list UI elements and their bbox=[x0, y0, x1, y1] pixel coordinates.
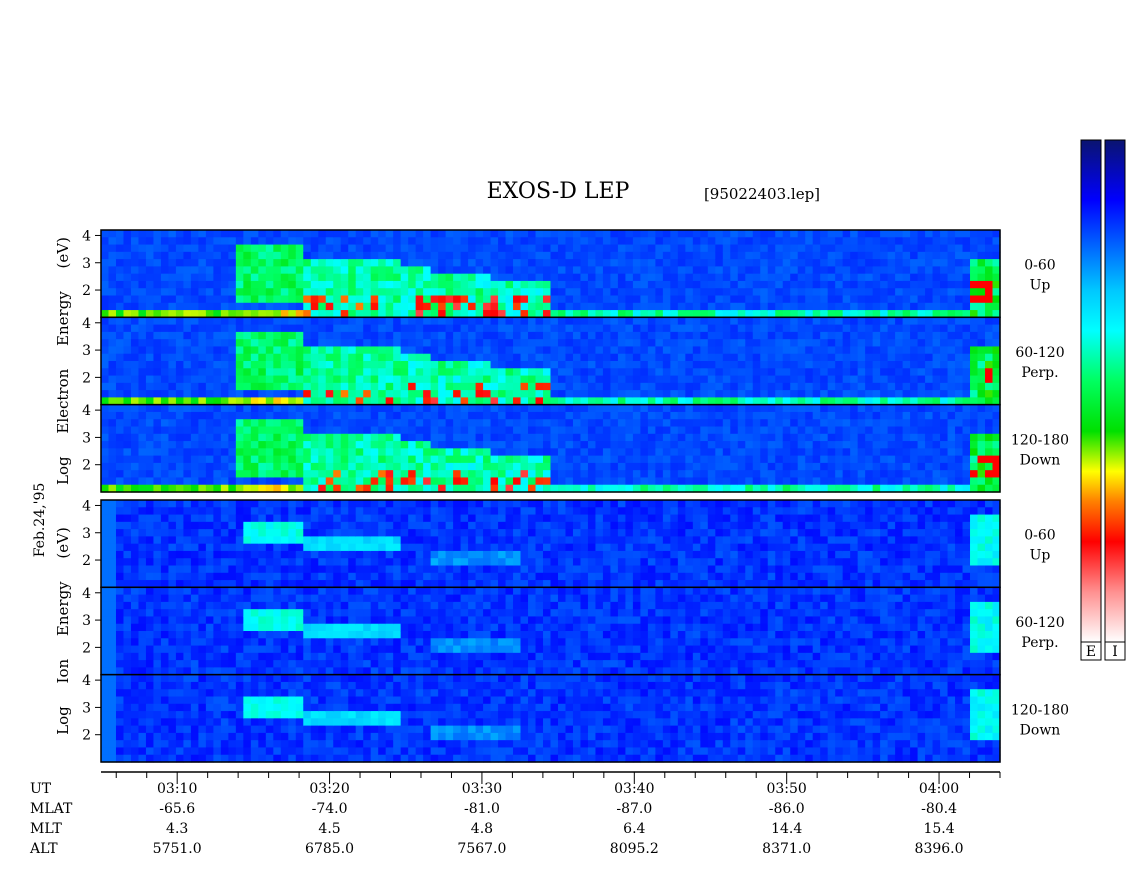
spectrogram-panel: 2 3 4 bbox=[82, 316, 1001, 406]
y-axis-labels: Log Electron Energy (eV) Log Ion Energy (… bbox=[54, 237, 72, 735]
panel-range-label: 120-180 bbox=[1011, 432, 1069, 448]
ephemeris-value: 8396.0 bbox=[915, 841, 964, 857]
y-tick-label: 4 bbox=[82, 228, 91, 244]
colorbar-i-label: I bbox=[1112, 644, 1118, 660]
ephemeris-value: 03:50 bbox=[766, 781, 806, 797]
ephemeris-value: 5751.0 bbox=[153, 841, 202, 857]
ephemeris-value: -80.4 bbox=[921, 801, 957, 817]
y-tick-label: 4 bbox=[82, 403, 91, 419]
y-tick-label: 3 bbox=[82, 430, 91, 446]
ephemeris-value: 8095.2 bbox=[610, 841, 659, 857]
panel-range-label: 0-60 bbox=[1024, 258, 1055, 274]
panel-range-label: 120-180 bbox=[1011, 702, 1069, 718]
ephemeris-value: 03:30 bbox=[462, 781, 502, 797]
ephemeris-value: 15.4 bbox=[923, 821, 954, 837]
chart-title: EXOS-D LEP bbox=[487, 179, 630, 204]
panel-frame bbox=[100, 403, 1001, 493]
ephemeris-value: 03:20 bbox=[309, 781, 349, 797]
ephemeris-row-label: MLAT bbox=[30, 801, 73, 817]
panels: 2 3 4 2 3 4 2 3 4 2 3 4 2 3 4 2 3 4 bbox=[82, 228, 1001, 763]
spectrogram-panel: 2 3 4 bbox=[82, 403, 1001, 493]
panel-angle-labels: 0-60 Up 60-120 Perp. 120-180 Down 0-60 Up 60-120… bbox=[1011, 258, 1069, 739]
ephemeris-value: 03:40 bbox=[614, 781, 654, 797]
colorbar-e-gradient bbox=[1080, 139, 1102, 643]
ephemeris-value: -86.0 bbox=[769, 801, 805, 817]
panel-range-label: 60-120 bbox=[1015, 615, 1064, 631]
y-tick-label: 3 bbox=[82, 613, 91, 629]
ephemeris-value: 4.8 bbox=[471, 821, 493, 837]
y-tick-label: 4 bbox=[82, 586, 91, 602]
spectrogram-panel: 2 3 4 bbox=[82, 228, 1001, 319]
ephemeris-row-label: MLT bbox=[30, 821, 62, 837]
ephemeris-value: 8371.0 bbox=[762, 841, 811, 857]
y-tick-label: 2 bbox=[82, 283, 91, 299]
y-tick-label: 2 bbox=[82, 458, 91, 474]
ephemeris-table: UT 03:10 03:20 03:30 03:40 03:50 04:00 MLAT -65.… bbox=[29, 781, 964, 857]
panel-direction-label: Down bbox=[1020, 452, 1061, 468]
ephemeris-value: 6.4 bbox=[623, 821, 645, 837]
group-axis-label: Log Electron Energy (eV) bbox=[54, 237, 72, 485]
ephemeris-value: -74.0 bbox=[312, 801, 348, 817]
ephemeris-value: -65.6 bbox=[159, 801, 195, 817]
x-axis bbox=[101, 771, 1001, 784]
panel-direction-label: Up bbox=[1030, 278, 1051, 294]
y-tick-label: 4 bbox=[82, 316, 91, 332]
ephemeris-value: 04:00 bbox=[919, 781, 959, 797]
date-label: Feb.24,'95 bbox=[32, 483, 48, 558]
panel-direction-label: Up bbox=[1030, 548, 1051, 564]
spectrogram-panel: 2 3 4 bbox=[82, 498, 1001, 589]
panel-direction-label: Perp. bbox=[1021, 365, 1058, 381]
colorbar-i-label-box bbox=[1104, 641, 1126, 661]
y-tick-label: 3 bbox=[82, 256, 91, 272]
panel-direction-label: Perp. bbox=[1021, 635, 1058, 651]
file-label: [95022403.lep] bbox=[704, 185, 820, 203]
y-tick-label: 3 bbox=[82, 700, 91, 716]
y-tick-label: 2 bbox=[82, 370, 91, 386]
ephemeris-value: 4.5 bbox=[318, 821, 340, 837]
panel-range-label: 60-120 bbox=[1015, 345, 1064, 361]
panel-frame bbox=[100, 673, 1001, 763]
panel-direction-label: Down bbox=[1020, 722, 1061, 738]
ephemeris-value: 4.3 bbox=[166, 821, 188, 837]
ephemeris-row-label: UT bbox=[30, 781, 52, 797]
ephemeris-value: -81.0 bbox=[464, 801, 500, 817]
y-tick-label: 2 bbox=[82, 728, 91, 744]
spectrogram-panel: 2 3 4 bbox=[82, 586, 1001, 676]
y-tick-label: 4 bbox=[82, 498, 91, 514]
ephemeris-value: 7567.0 bbox=[457, 841, 506, 857]
colorbar-i-gradient bbox=[1104, 139, 1126, 643]
y-tick-label: 2 bbox=[82, 640, 91, 656]
ephemeris-value: 6785.0 bbox=[305, 841, 354, 857]
y-tick-label: 3 bbox=[82, 526, 91, 542]
colorbar-e-label: E bbox=[1086, 644, 1096, 660]
colorbar-electron: E bbox=[1080, 139, 1102, 661]
y-tick-label: 3 bbox=[82, 343, 91, 359]
y-tick-label: 2 bbox=[82, 553, 91, 569]
group-axis-label: Log Ion Energy (eV) bbox=[54, 527, 72, 735]
panel-range-label: 0-60 bbox=[1024, 528, 1055, 544]
ephemeris-row-label: ALT bbox=[29, 841, 58, 857]
spectrogram-panel: 2 3 4 bbox=[82, 673, 1001, 763]
ephemeris-value: 14.4 bbox=[771, 821, 802, 837]
y-tick-label: 4 bbox=[82, 673, 91, 689]
colorbar-ion: I bbox=[1104, 139, 1126, 661]
colorbar-e-label-box bbox=[1080, 641, 1102, 661]
ephemeris-value: 03:10 bbox=[157, 781, 197, 797]
ephemeris-value: -87.0 bbox=[616, 801, 652, 817]
